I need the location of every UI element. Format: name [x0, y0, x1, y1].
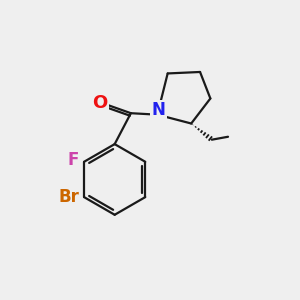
- Text: Br: Br: [58, 188, 79, 206]
- Text: F: F: [67, 151, 79, 169]
- Text: N: N: [152, 101, 166, 119]
- Text: O: O: [92, 94, 107, 112]
